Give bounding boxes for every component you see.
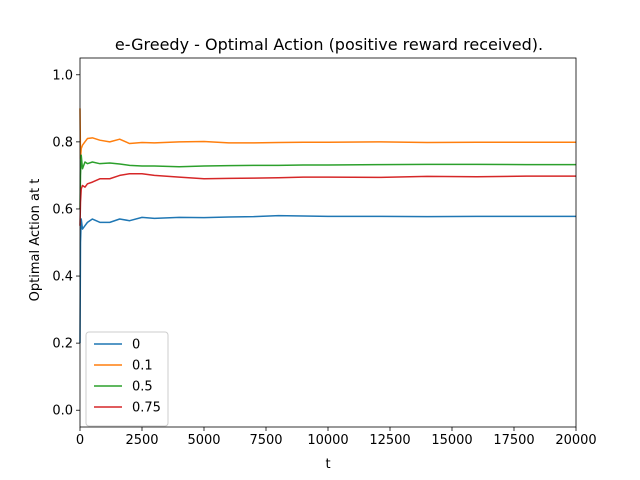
y-axis-label: Optimal Action at t xyxy=(28,179,43,302)
axes-layer: 0 2500 5000 7500 10000 12500 15000 17500 20000 0.… xyxy=(52,57,597,448)
legend-box xyxy=(85,331,169,427)
series-line-0-75 xyxy=(79,172,576,226)
y-tick-label: 0.4 xyxy=(52,270,73,285)
legend-label: 0 xyxy=(132,338,140,353)
x-tick-label: 0 xyxy=(76,433,84,448)
legend: 0 0.1 0.5 0.75 xyxy=(85,331,169,427)
x-tick-label: 2500 xyxy=(125,433,158,448)
y-tick-label: 0.0 xyxy=(52,404,73,419)
x-tick-label: 15000 xyxy=(431,433,472,448)
x-tick-label: 5000 xyxy=(187,433,220,448)
legend-label: 0.5 xyxy=(132,380,153,395)
x-tick-label: 20000 xyxy=(555,433,596,448)
x-tick-label: 17500 xyxy=(493,433,534,448)
y-tick-label: 0.8 xyxy=(52,135,73,150)
y-tick-label: 0.6 xyxy=(52,202,73,217)
series-line-0-1 xyxy=(79,108,576,160)
legend-label: 0.1 xyxy=(132,359,153,374)
y-tick-label: 0.2 xyxy=(52,337,73,352)
x-tick-label: 10000 xyxy=(307,433,348,448)
series-line-0 xyxy=(79,214,576,344)
x-tick-label: 12500 xyxy=(369,433,410,448)
chart-title: e-Greedy - Optimal Action (positive rewa… xyxy=(115,35,543,54)
x-tick-label: 7500 xyxy=(249,433,282,448)
y-tick-label: 1.0 xyxy=(52,68,73,83)
series-layer xyxy=(79,108,576,344)
x-axis-label: t xyxy=(325,457,330,472)
series-line-0-5 xyxy=(79,154,576,209)
legend-label: 0.75 xyxy=(132,401,161,416)
